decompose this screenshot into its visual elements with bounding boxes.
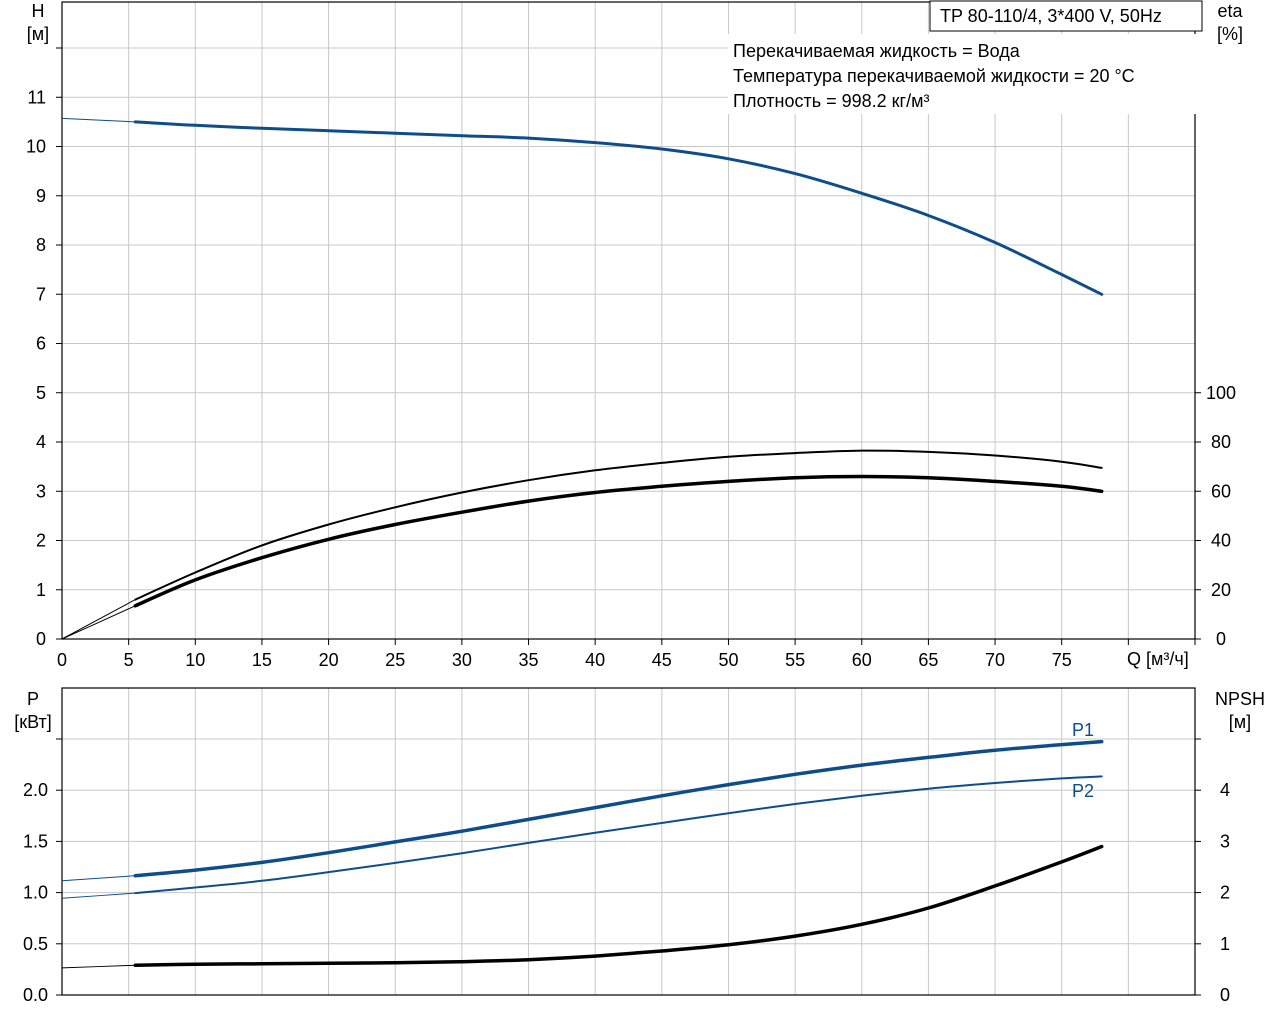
top-x-tick-label: 25	[385, 650, 405, 670]
model-title-box	[929, 0, 1203, 32]
x-axis-title: Q [м³/ч]	[1127, 649, 1189, 669]
top-x-tick-label: 75	[1052, 650, 1072, 670]
bottom-chart-series	[61, 739, 1104, 969]
bottom-y2-axis-title-line2: [м]	[1229, 712, 1251, 732]
bottom-y-tick-label: 1.5	[23, 831, 48, 851]
bottom-y2-tick-label: 4	[1220, 780, 1230, 800]
info-box-background	[728, 34, 1200, 114]
power-p2-curve	[134, 775, 1103, 895]
info-line-density: Плотность = 998.2 кг/м³	[733, 91, 929, 111]
top-x-tick-label: 55	[785, 650, 805, 670]
top-y-tick-label: 11	[27, 87, 46, 107]
top-x-tick-label: 30	[452, 650, 472, 670]
top-x-tick-label: 40	[585, 650, 605, 670]
top-x-tick-label: 65	[918, 650, 938, 670]
top-y-tick-label: 6	[36, 334, 46, 354]
top-y-tick-label: 1	[36, 580, 46, 600]
top-x-tick-label: 45	[652, 650, 672, 670]
bottom-y-tick-label: 2.0	[23, 780, 48, 800]
top-x-tick-label: 0	[57, 650, 67, 670]
series-label-p1: P1	[1072, 720, 1094, 740]
top-y-tick-label: 2	[36, 531, 46, 551]
top-y2-tick-label: 80	[1211, 432, 1231, 452]
top-chart-frame	[61, 1, 1196, 640]
top-y-tick-label: 3	[36, 481, 46, 501]
top-x-tick-label: 60	[852, 650, 872, 670]
bottom-series-extension	[61, 964, 136, 969]
bottom-y-tick-label: 0.0	[23, 985, 48, 1005]
efficiency-curve-total	[133, 474, 1104, 608]
bottom-y2-tick-label: 1	[1220, 934, 1230, 954]
top-y-axis-title-line1: H	[32, 1, 45, 21]
top-x-tick-label: 50	[718, 650, 738, 670]
top-series-extension	[61, 117, 136, 123]
top-y-tick-label: 9	[36, 186, 46, 206]
top-series-extension	[61, 605, 136, 640]
power-p1-curve	[133, 739, 1104, 878]
bottom-y-tick-label: 1.0	[23, 883, 48, 903]
top-y2-tick-label: 40	[1211, 531, 1231, 551]
top-y2-tick-label: 0	[1216, 629, 1226, 649]
top-chart-series	[61, 117, 1104, 640]
top-x-tick-label: 35	[519, 650, 539, 670]
bottom-y2-tick-label: 0	[1220, 985, 1230, 1005]
top-y-tick-label: 5	[36, 383, 46, 403]
top-x-tick-label: 10	[185, 650, 205, 670]
bottom-y-tick-label: 0.5	[23, 934, 48, 954]
bottom-y2-tick-label: 3	[1220, 831, 1230, 851]
npsh-curve	[133, 844, 1104, 968]
top-y-tick-label: 7	[36, 284, 46, 304]
bottom-series-extension	[61, 892, 136, 899]
top-x-tick-label: 15	[252, 650, 272, 670]
bottom-y2-tick-label: 2	[1220, 883, 1230, 903]
bottom-y2-axis-title-line1: NPSH	[1215, 689, 1265, 709]
top-y-axis-title-line2: [м]	[27, 24, 49, 44]
series-label-p2: P2	[1072, 781, 1094, 801]
bottom-y-axis-title-line1: P	[27, 689, 39, 709]
bottom-chart-ticks: 0.0 0.5 1.0 1.5 2.0 0 1 2 3 4	[23, 738, 1230, 1005]
top-chart-ticks: 0 5 10 15 20 25 30 35 40 45 50 55 60 65 70 750123456789…	[26, 47, 1236, 670]
top-x-tick-label: 20	[319, 650, 339, 670]
efficiency-curve-pump	[134, 449, 1103, 601]
top-series-extension	[61, 599, 136, 640]
bottom-chart-grid	[62, 688, 1196, 995]
top-x-tick-label: 5	[124, 650, 134, 670]
bottom-y-axis-title-line2: [кВт]	[14, 712, 52, 732]
info-line-temperature: Температура перекачиваемой жидкости = 20…	[733, 66, 1135, 86]
head-curve	[133, 120, 1104, 296]
bottom-series-extension	[61, 875, 136, 882]
top-y-tick-label: 10	[26, 137, 46, 157]
top-y2-axis-title-line2: [%]	[1217, 24, 1243, 44]
top-y2-tick-label: 60	[1211, 481, 1231, 501]
top-y-tick-label: 8	[36, 235, 46, 255]
model-title: TP 80-110/4, 3*400 V, 50Hz	[940, 6, 1162, 26]
top-x-tick-label: 70	[985, 650, 1005, 670]
top-y2-tick-label: 20	[1211, 580, 1231, 600]
top-y-tick-label: 0	[36, 629, 46, 649]
top-y2-tick-label: 100	[1206, 383, 1236, 403]
top-y-tick-label: 4	[36, 432, 46, 452]
top-y2-axis-title-line1: eta	[1217, 1, 1243, 21]
info-line-liquid: Перекачиваемая жидкость = Вода	[733, 41, 1021, 61]
